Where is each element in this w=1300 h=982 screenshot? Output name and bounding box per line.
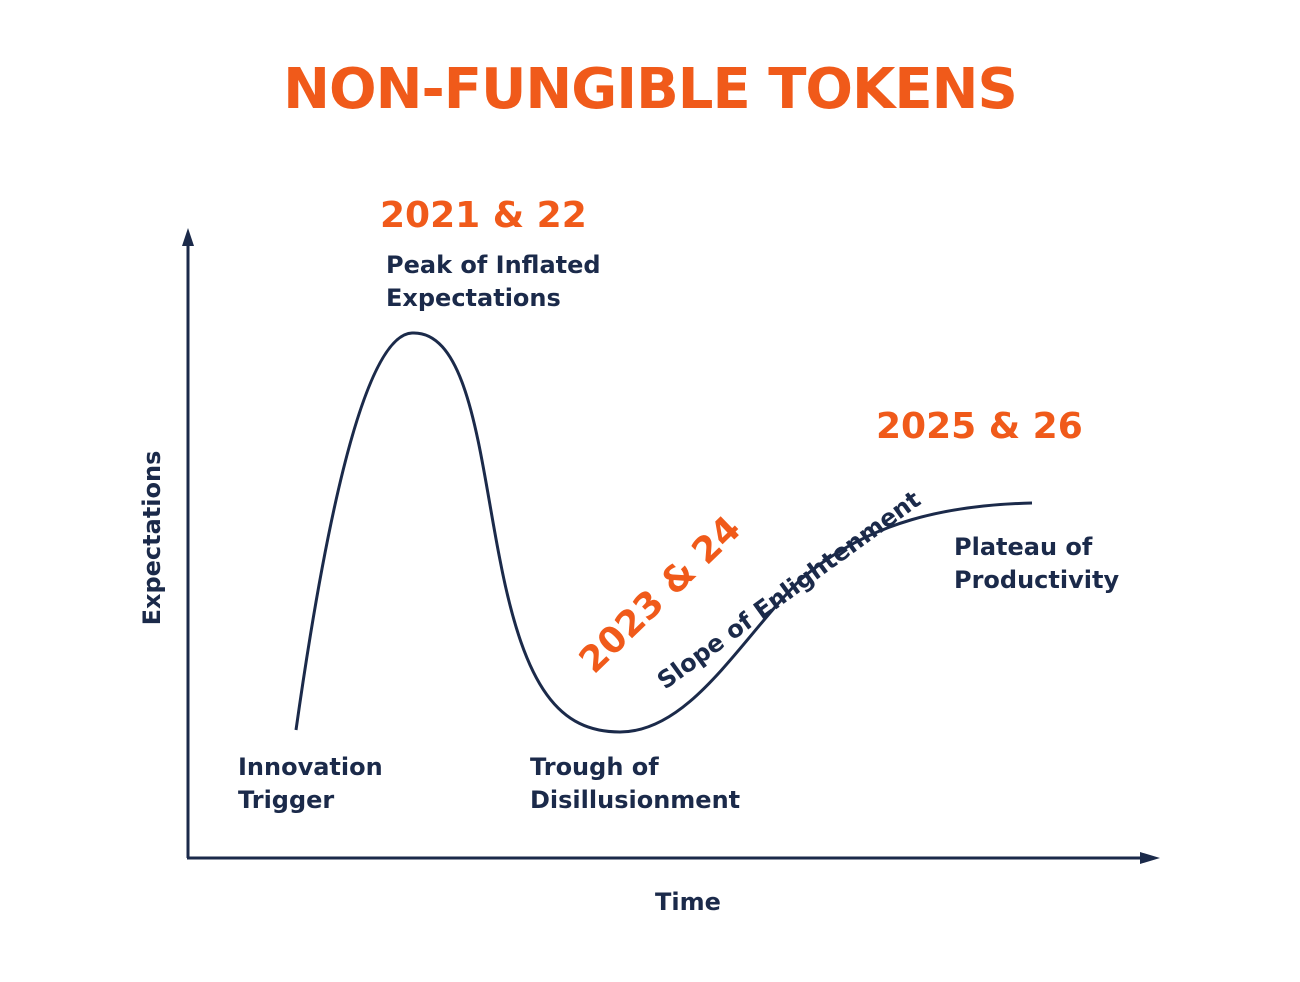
phase-label-peak: Peak of Inflated Expectations [386,251,609,312]
phase-label-innovation-trigger-line1: Innovation [238,753,383,781]
hype-curve [294,331,1033,734]
phase-label-peak-line2: Expectations [386,284,561,312]
year-label-peak: 2021 & 22 [380,195,587,236]
phase-label-trough-line2: Disillusionment [530,786,740,814]
axes [182,228,1160,864]
year-label-plateau: 2025 & 26 [876,406,1083,447]
y-axis-arrow-icon [182,228,194,246]
phase-label-plateau-line2: Productivity [954,566,1119,594]
phase-label-innovation-trigger: Innovation Trigger [238,753,391,814]
diagram-title: NON-FUNGIBLE TOKENS [283,57,1017,122]
phase-label-trough-line1: Trough of [530,753,659,781]
phase-label-innovation-trigger-line2: Trigger [238,786,334,814]
x-axis-label: Time [655,888,721,916]
phase-label-plateau-line1: Plateau of [954,533,1093,561]
y-axis-label: Expectations [138,451,166,626]
phase-label-peak-line1: Peak of Inflated [386,251,601,279]
x-axis-arrow-icon [1140,852,1160,864]
phase-label-plateau: Plateau of Productivity [954,533,1119,594]
phase-label-trough: Trough of Disillusionment [530,753,740,814]
